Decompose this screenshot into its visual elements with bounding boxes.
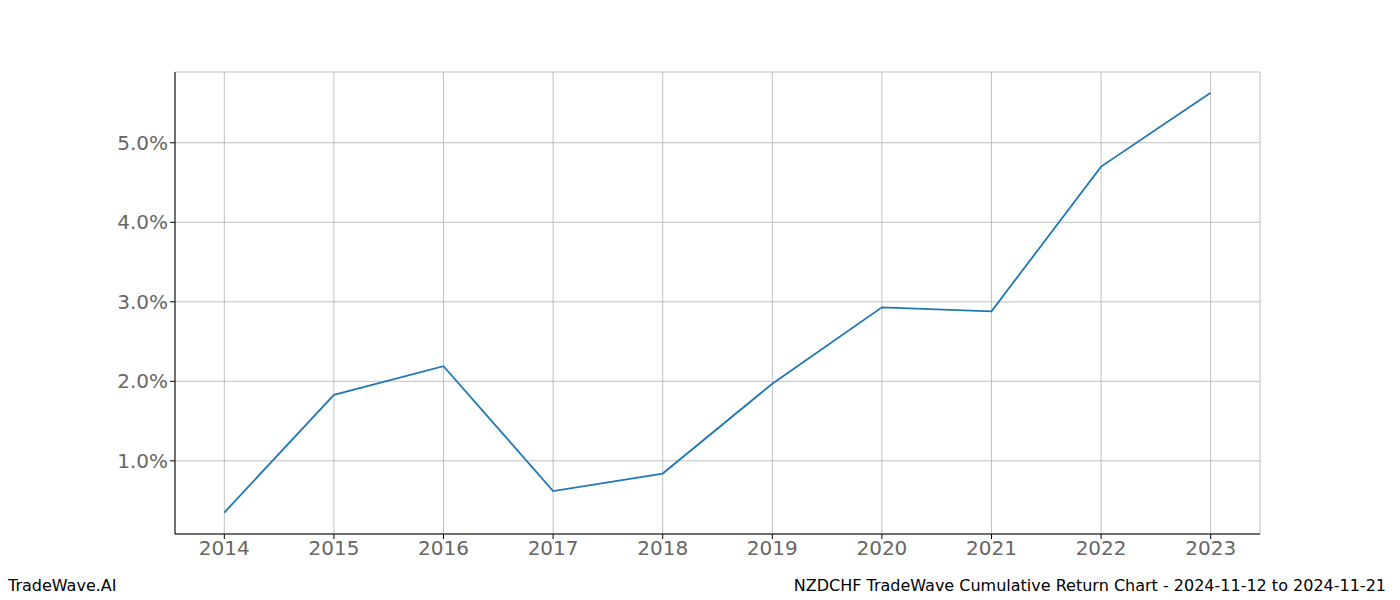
svg-text:1.0%: 1.0% — [117, 449, 168, 473]
svg-text:2023: 2023 — [1185, 536, 1236, 560]
svg-text:2017: 2017 — [528, 536, 579, 560]
svg-text:2014: 2014 — [199, 536, 250, 560]
svg-text:5.0%: 5.0% — [117, 131, 168, 155]
svg-text:2022: 2022 — [1076, 536, 1127, 560]
svg-text:2.0%: 2.0% — [117, 369, 168, 393]
svg-text:2016: 2016 — [418, 536, 469, 560]
svg-text:2020: 2020 — [856, 536, 907, 560]
svg-text:4.0%: 4.0% — [117, 210, 168, 234]
html-text:NZDCHF TradeWave Cumulative Re: NZDCHF TradeWave Cumulative Return Chart… — [793, 576, 1386, 595]
svg-text:2015: 2015 — [308, 536, 359, 560]
svg-text:3.0%: 3.0% — [117, 290, 168, 314]
svg-text:2021: 2021 — [966, 536, 1017, 560]
html-text:TradeWave.AI: TradeWave.AI — [8, 576, 117, 595]
svg-text:2018: 2018 — [637, 536, 688, 560]
svg-text:2019: 2019 — [747, 536, 798, 560]
